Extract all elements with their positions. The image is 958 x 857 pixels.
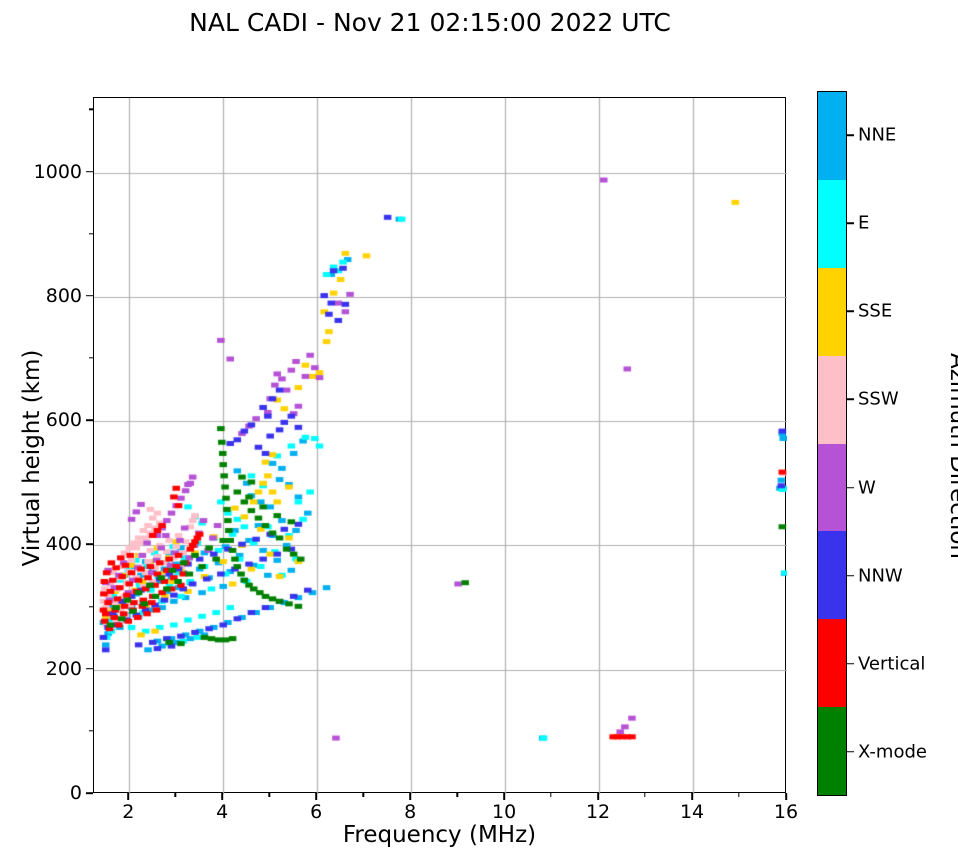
y-tick-label-400: 400 bbox=[45, 533, 82, 556]
x-tick-label-4: 4 bbox=[216, 801, 229, 823]
y-tick-label-600: 600 bbox=[45, 409, 82, 432]
y-tick-mark bbox=[86, 667, 93, 670]
colorbar-tick-mark bbox=[847, 663, 854, 665]
y-tick-mark bbox=[86, 170, 93, 173]
y-tick-mark bbox=[86, 792, 93, 794]
x-tick-mark bbox=[315, 793, 317, 800]
y-minor-tick-mark bbox=[89, 605, 93, 608]
colorbar-tick-mark bbox=[847, 574, 854, 577]
colorbar-tick-mark bbox=[847, 398, 854, 401]
y-tick-label-1000: 1000 bbox=[33, 160, 82, 183]
x-tick-mark bbox=[503, 793, 505, 800]
colorbar-band-x-mode[interactable] bbox=[818, 707, 846, 795]
page-title: NAL CADI - Nov 21 02:15:00 2022 UTC bbox=[189, 8, 671, 37]
colorbar-band-ssw[interactable] bbox=[818, 355, 846, 444]
colorbar-band-nnw[interactable] bbox=[818, 531, 846, 620]
x-tick-label-14: 14 bbox=[679, 801, 705, 823]
x-tick-mark bbox=[221, 793, 223, 800]
colorbar-band-vertical[interactable] bbox=[818, 619, 846, 708]
x-tick-label-16: 16 bbox=[773, 801, 799, 823]
x-minor-tick-mark bbox=[174, 793, 176, 797]
x-axis-ticks: 2 4 6 8 10 12 14 16 bbox=[0, 801, 958, 829]
y-tick-label-200: 200 bbox=[45, 657, 82, 680]
x-minor-tick-mark bbox=[738, 793, 740, 797]
x-minor-tick-mark bbox=[644, 793, 646, 797]
colorbar-label-vertical: Vertical bbox=[858, 653, 926, 675]
x-minor-tick-mark bbox=[550, 793, 552, 797]
y-minor-tick-mark bbox=[89, 357, 93, 359]
colorbar-label-e: E bbox=[858, 212, 870, 234]
colorbar-label-ssw: SSW bbox=[858, 388, 899, 410]
x-tick-mark bbox=[597, 793, 599, 800]
colorbar-band-sse[interactable] bbox=[818, 267, 846, 356]
x-tick-mark bbox=[691, 793, 693, 800]
colorbar-tick-mark bbox=[847, 751, 854, 753]
x-tick-label-6: 6 bbox=[310, 801, 323, 823]
colorbar-label-sse: SSE bbox=[858, 300, 893, 322]
x-tick-label-8: 8 bbox=[404, 801, 417, 823]
colorbar-tick-mark bbox=[847, 486, 854, 489]
ionogram-data-points bbox=[94, 98, 787, 794]
y-tick-label-0: 0 bbox=[69, 782, 82, 804]
y-axis-label: Virtual height (km) bbox=[19, 349, 45, 567]
y-minor-tick-mark bbox=[89, 108, 93, 111]
x-tick-mark bbox=[127, 793, 130, 800]
x-tick-label-12: 12 bbox=[585, 801, 611, 823]
y-tick-label-800: 800 bbox=[45, 284, 82, 307]
colorbar-tick-mark bbox=[847, 310, 854, 313]
colorbar-band-w[interactable] bbox=[818, 443, 846, 532]
y-tick-mark bbox=[86, 295, 93, 297]
x-minor-tick-mark bbox=[268, 793, 270, 797]
colorbar-label-nnw: NNW bbox=[858, 565, 903, 587]
colorbar-tick-mark bbox=[847, 222, 854, 224]
y-minor-tick-mark bbox=[89, 481, 93, 483]
y-minor-tick-mark bbox=[89, 730, 93, 732]
x-axis-label: Frequency (MHz) bbox=[342, 822, 537, 848]
plot-area[interactable] bbox=[93, 97, 787, 794]
y-tick-mark bbox=[86, 419, 93, 421]
colorbar-tick-mark bbox=[847, 134, 854, 136]
x-minor-tick-mark bbox=[456, 793, 458, 797]
azimuth-colorbar[interactable] bbox=[817, 91, 847, 796]
colorbar-band-nne[interactable] bbox=[818, 92, 846, 180]
x-tick-label-2: 2 bbox=[122, 801, 135, 823]
colorbar-label-w: W bbox=[858, 477, 876, 499]
x-tick-mark bbox=[409, 793, 411, 800]
colorbar-title: Azimuth Direction bbox=[945, 353, 958, 559]
x-minor-tick-mark bbox=[362, 793, 364, 797]
x-tick-label-10: 10 bbox=[492, 801, 517, 823]
y-axis-ticks: 0 200 400 600 800 1000 bbox=[0, 0, 82, 857]
colorbar-label-nne: NNE bbox=[858, 124, 897, 146]
y-minor-tick-mark bbox=[89, 233, 93, 235]
y-tick-mark bbox=[86, 543, 93, 546]
colorbar-label-x-mode: X-mode bbox=[858, 741, 927, 763]
colorbar-band-e[interactable] bbox=[818, 179, 846, 268]
x-tick-mark bbox=[785, 793, 787, 800]
